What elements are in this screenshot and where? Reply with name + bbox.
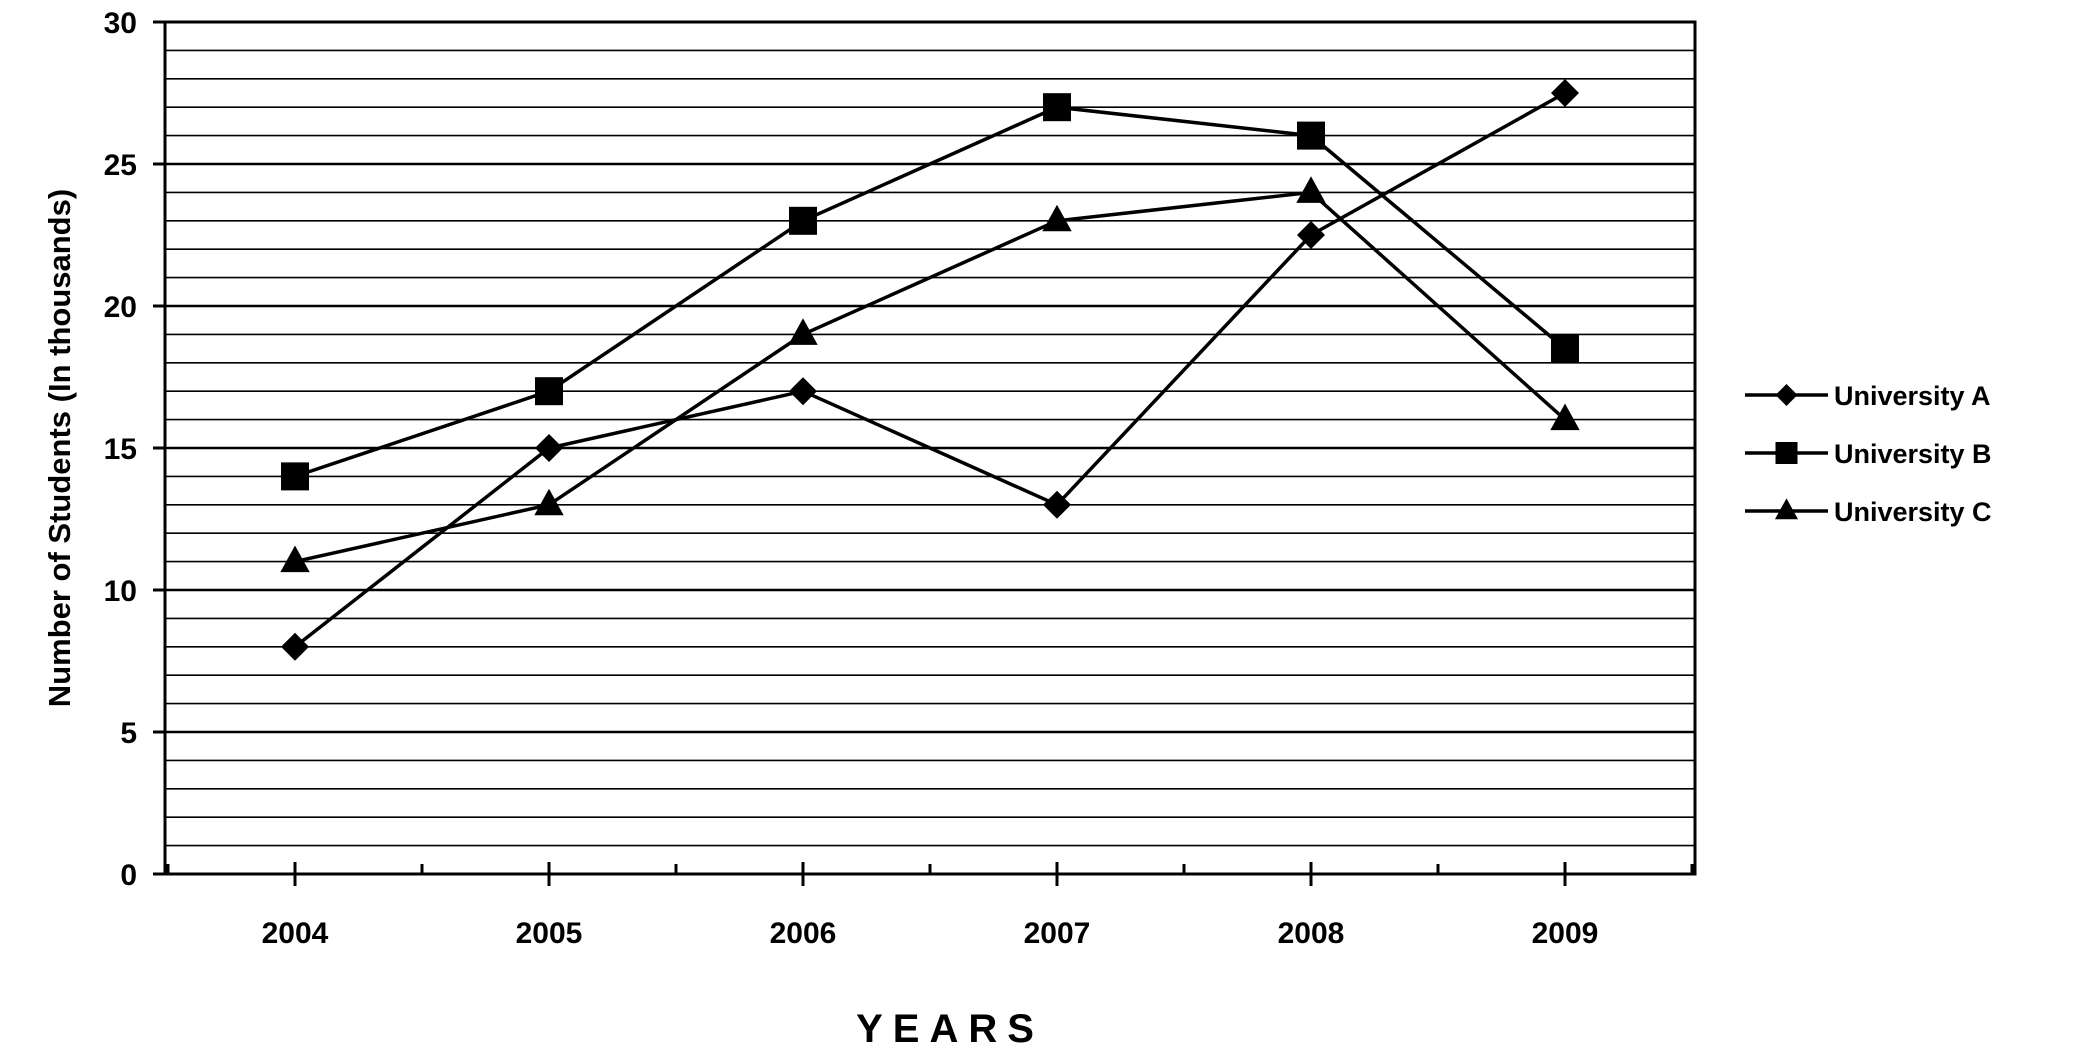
- diamond-marker: [1775, 384, 1798, 406]
- square-marker: [281, 462, 309, 491]
- x-tick-label: 2006: [770, 917, 837, 950]
- diamond-marker: [535, 434, 563, 462]
- legend-label: University B: [1834, 439, 1992, 469]
- series-university-a: [281, 79, 1579, 661]
- series-line-university-c: [294, 190, 1567, 564]
- square-marker: [535, 377, 563, 406]
- triangle-marker: [1042, 204, 1072, 232]
- legend-item-university-a: University A: [1745, 381, 1991, 411]
- x-axis-title: YEARS: [856, 1007, 1044, 1051]
- y-tick-label: 0: [120, 859, 137, 892]
- y-axis-title: Number of Students (In thousands): [42, 189, 77, 707]
- x-tick-label: 2008: [1278, 917, 1345, 950]
- axes: 0 5 10 15 20 25 30 2004 2005 2006 2007 2008 2009: [104, 7, 1694, 950]
- diamond-marker: [1043, 490, 1071, 519]
- square-marker: [1551, 334, 1579, 363]
- series-group: [280, 79, 1580, 661]
- legend-item-university-b: University B: [1745, 439, 1992, 469]
- x-tick-label: 2007: [1024, 917, 1091, 950]
- y-tick-label: 30: [104, 7, 137, 40]
- legend: University A University B University C: [1745, 381, 1992, 527]
- series-university-b: [281, 93, 1579, 491]
- y-tick-label: 20: [104, 291, 137, 324]
- y-tick-label: 10: [104, 575, 137, 608]
- square-marker: [1297, 121, 1325, 150]
- y-tick-label: 5: [120, 717, 137, 750]
- square-marker: [789, 206, 817, 235]
- triangle-marker: [1550, 403, 1580, 431]
- x-tick-label: 2009: [1532, 917, 1599, 950]
- y-tick-label: 25: [104, 149, 137, 182]
- diamond-marker: [1297, 221, 1325, 249]
- x-tick-label: 2005: [516, 917, 583, 950]
- x-tick-label: 2004: [262, 917, 329, 950]
- legend-item-university-c: University C: [1745, 497, 1992, 527]
- triangle-marker: [534, 488, 564, 516]
- series-line-university-b: [294, 105, 1567, 479]
- series-university-c: [280, 176, 1580, 573]
- series-line-university-a: [293, 91, 1566, 649]
- diamond-marker: [789, 377, 817, 406]
- legend-label: University C: [1834, 497, 1992, 527]
- triangle-marker: [788, 318, 818, 345]
- y-tick-label: 15: [104, 433, 137, 466]
- legend-label: University A: [1834, 381, 1991, 411]
- triangle-marker: [1774, 498, 1799, 520]
- triangle-marker: [280, 545, 310, 573]
- square-marker: [1043, 93, 1071, 122]
- diamond-marker: [281, 632, 309, 661]
- square-marker: [1775, 442, 1798, 464]
- diamond-marker: [1551, 79, 1579, 107]
- triangle-marker: [1296, 176, 1326, 203]
